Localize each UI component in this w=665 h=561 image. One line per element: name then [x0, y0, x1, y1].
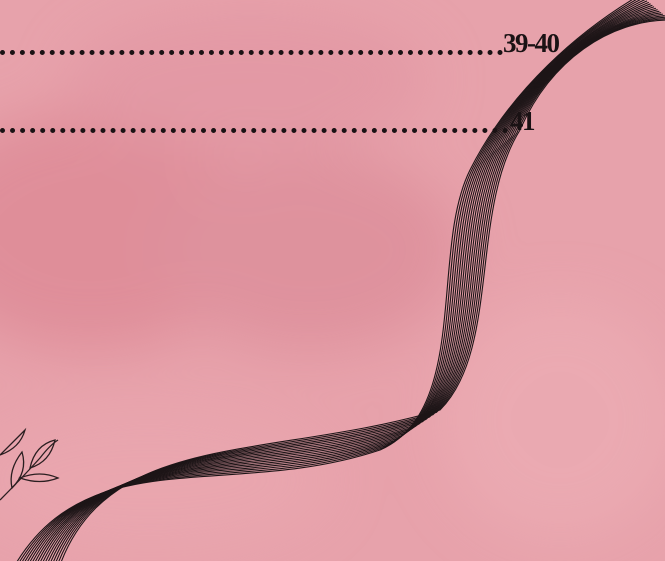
wave-line	[19, 0, 637, 561]
wave-line	[22, 0, 641, 561]
wave-line	[29, 1, 650, 561]
toc-entry: 41	[0, 106, 665, 146]
leaf-sprig	[0, 427, 60, 501]
page-number: 41	[510, 106, 536, 136]
watercolor	[0, 10, 665, 550]
page-number: 39-40	[503, 28, 560, 58]
wave-lines	[16, 0, 665, 561]
wave-line	[35, 4, 653, 561]
wave-line	[32, 3, 651, 561]
dot-leader	[0, 50, 503, 55]
wave-line	[27, 0, 648, 561]
wave-line	[24, 0, 646, 561]
wave-line	[16, 0, 633, 561]
wave-line	[61, 19, 665, 561]
toc-entry: 39-40	[0, 28, 665, 68]
dot-leader	[0, 128, 508, 133]
